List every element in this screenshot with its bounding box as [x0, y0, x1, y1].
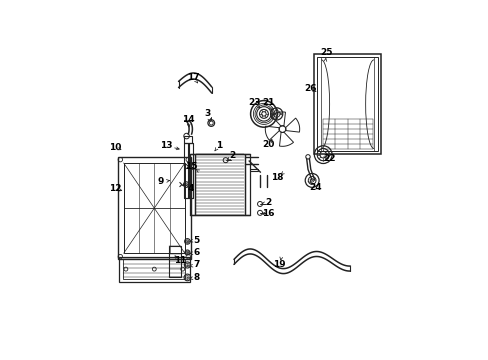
Text: 6: 6 [193, 248, 199, 257]
Text: 10: 10 [108, 143, 121, 152]
Text: 13: 13 [160, 141, 172, 150]
Text: 14: 14 [182, 115, 194, 124]
Text: 15: 15 [184, 162, 197, 171]
Text: 2: 2 [229, 151, 235, 160]
Text: 19: 19 [273, 261, 285, 269]
Text: 23: 23 [248, 98, 261, 107]
Bar [244, 154, 249, 215]
Bar [183, 143, 187, 198]
Bar [123, 260, 185, 279]
Text: 21: 21 [262, 98, 274, 107]
Bar [190, 154, 195, 215]
Bar [314, 54, 380, 154]
Bar [184, 136, 191, 143]
Text: 16: 16 [262, 209, 274, 218]
Text: 22: 22 [323, 154, 335, 163]
Bar [169, 246, 181, 278]
Text: 7: 7 [193, 261, 199, 269]
Bar [317, 57, 377, 151]
Text: 17: 17 [187, 73, 200, 82]
Text: 24: 24 [309, 183, 322, 192]
Bar [195, 154, 244, 215]
Bar [117, 157, 191, 260]
Text: 5: 5 [193, 235, 199, 244]
Text: 8: 8 [193, 273, 199, 282]
Text: 2: 2 [265, 198, 271, 207]
Text: 9: 9 [157, 177, 163, 186]
Text: 11: 11 [173, 256, 186, 265]
Text: 1: 1 [215, 141, 222, 150]
Bar [123, 163, 184, 253]
Text: 12: 12 [108, 184, 121, 193]
Text: 25: 25 [320, 48, 332, 57]
Text: 18: 18 [270, 173, 283, 182]
Bar [119, 257, 189, 282]
Text: 3: 3 [204, 109, 210, 118]
Text: 20: 20 [262, 140, 274, 149]
Bar [188, 143, 192, 198]
Text: 26: 26 [304, 85, 316, 94]
Text: 4: 4 [187, 184, 194, 193]
